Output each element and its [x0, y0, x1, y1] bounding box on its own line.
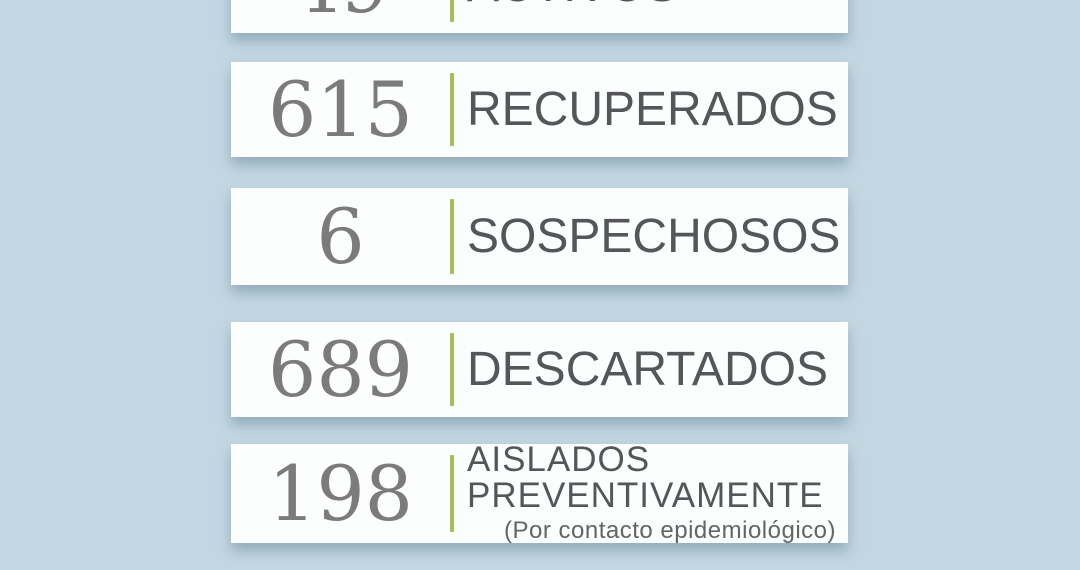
stat-card-aislados-preventivamente: 198 AISLADOS PREVENTIVAMENTE (Por contac…: [231, 444, 848, 543]
stat-card-descartados: 689 DESCARTADOS: [231, 322, 848, 417]
stat-value: 6: [316, 191, 365, 281]
stat-label: RECUPERADOS: [467, 82, 838, 136]
stat-value: 689: [267, 324, 414, 414]
stat-value: 198: [267, 448, 414, 538]
accent-divider: [450, 73, 454, 146]
stat-label: ACTIVOS: [467, 0, 848, 10]
stat-card-recuperados: 615 RECUPERADOS: [231, 62, 848, 157]
accent-divider: [450, 333, 454, 406]
stat-value: 49: [231, 0, 450, 33]
stat-label: SOSPECHOSOS: [467, 209, 841, 263]
stat-label: DESCARTADOS: [467, 342, 828, 396]
accent-divider: [450, 199, 454, 274]
stat-card-sospechosos: 6 SOSPECHOSOS: [231, 188, 848, 285]
stat-value: 615: [267, 64, 414, 154]
stat-label-line1: AISLADOS: [467, 444, 651, 479]
stat-sublabel: (Por contacto epidemiológico): [504, 517, 836, 543]
accent-divider: [450, 455, 454, 532]
accent-divider: [450, 0, 454, 22]
stat-card-activos: 49 ACTIVOS: [231, 0, 848, 33]
stat-label-line2: PREVENTIVAMENTE: [467, 476, 824, 515]
